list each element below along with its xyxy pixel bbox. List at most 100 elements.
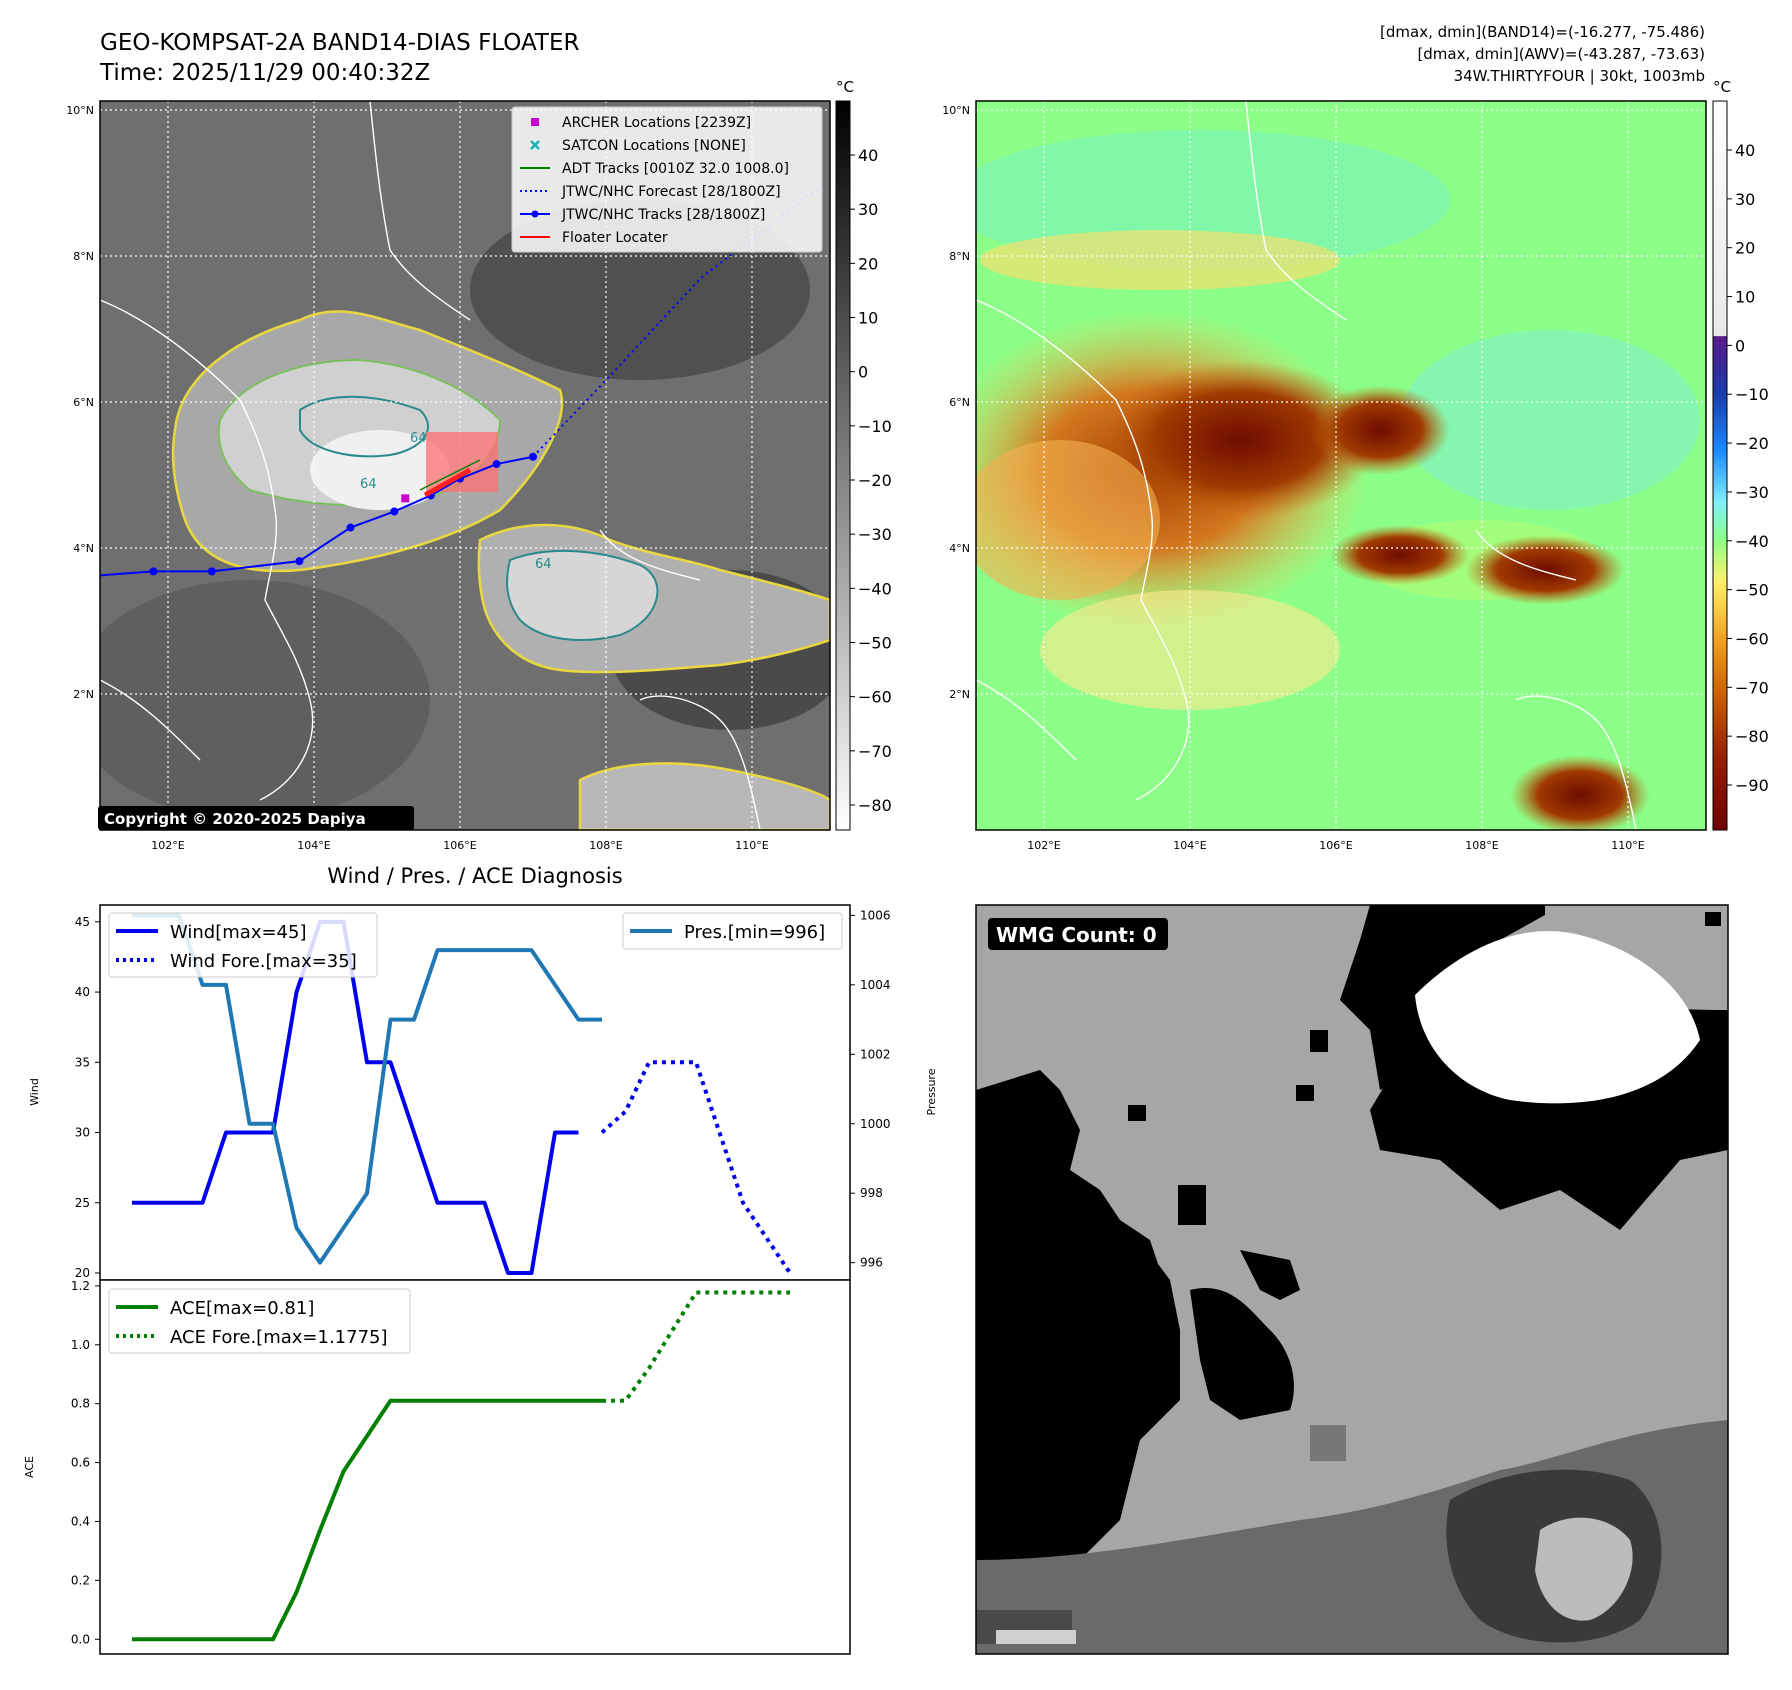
ir-lon-label: 106°E	[443, 839, 476, 852]
awv-colorbar: °C 40 30 20 10 0 −10 −20 −30 −40 −50 −60 −70 −80 −90	[1712, 78, 1769, 831]
y-tick-label: 0.8	[71, 1397, 90, 1411]
adt-track-line	[419, 459, 481, 491]
awv-lon-label: 110°E	[1611, 839, 1644, 852]
awv-lon-labels: 102°E 104°E 106°E 108°E 110°E	[1027, 839, 1644, 852]
series-line-1	[600, 1060, 792, 1275]
archer-location-marker	[401, 494, 410, 503]
jtwc-track-point	[91, 572, 99, 580]
info-line3: 34W.THIRTYFOUR | 30kt, 1003mb	[1454, 67, 1705, 85]
awv-colorbar-tick: 30	[1735, 190, 1755, 209]
y2-tick-label: 1002	[860, 1047, 891, 1061]
y-tick-label: 0.4	[71, 1514, 90, 1528]
y2-tick-label: 996	[860, 1256, 883, 1270]
gray-colorbar-tick: 0	[858, 363, 868, 382]
wmg-panel: WMG Count: 0	[975, 904, 1729, 1655]
awv-colorbar-tick: −40	[1735, 532, 1769, 551]
contour-label: 64	[410, 431, 427, 446]
jtwc-track-point	[390, 507, 399, 516]
cloud-shield-east	[477, 523, 830, 674]
ir-lon-label: 110°E	[735, 839, 768, 852]
pressure-axis-label: Pressure	[925, 1068, 938, 1115]
y-tick-label: 45	[75, 915, 90, 929]
awv-lat-label: 10°N	[942, 104, 970, 117]
ace-chart: 1.2 1.0 0.8 0.6 0.4 0.2 0.0 ACE ACE[max=0.81] …	[23, 1279, 851, 1655]
jtwc-track-point	[492, 460, 501, 469]
y2-tick-label: 1004	[860, 978, 891, 992]
contour-label: 64	[535, 557, 552, 572]
y-tick-label: 35	[75, 1055, 90, 1069]
awv-colorbar-tick: −70	[1735, 678, 1769, 697]
awv-map-panel: 10°N 8°N 6°N 4°N 2°N 102°E 104°E 106°E 108°E 110…	[942, 100, 1707, 852]
awv-gridlines	[976, 101, 1706, 830]
wmg-count-text: WMG Count: 0	[996, 923, 1157, 947]
figure-title-line2: Time: 2025/11/29 00:40:32Z	[99, 60, 430, 86]
gray-colorbar-tick: 30	[858, 200, 878, 219]
ir-legend: ARCHER Locations [2239Z] SATCON Locations…	[511, 106, 823, 253]
gray-colorbar-tick: −70	[858, 742, 892, 761]
legend-label: SATCON Locations [NONE]	[562, 138, 746, 154]
legend-pressure: Pres.[min=996]	[684, 922, 825, 943]
awv-lat-label: 4°N	[949, 542, 970, 555]
figure-title-line1: GEO-KOMPSAT-2A BAND14-DIAS FLOATER	[100, 30, 580, 56]
series-line-1	[602, 1290, 790, 1403]
wmg-count-box	[988, 918, 1168, 950]
jtwc-track-point	[346, 523, 355, 532]
awv-colorbar-tick: −10	[1735, 385, 1769, 404]
legend-marker	[531, 118, 539, 126]
ir-lon-label: 108°E	[589, 839, 622, 852]
gray-colorbar-tick: 40	[858, 146, 878, 165]
awv-colorbar-tick: 0	[1735, 336, 1745, 355]
y-tick-label: 0.0	[71, 1632, 90, 1646]
awv-colorbar-tick: −30	[1735, 483, 1769, 502]
wind-legend: Wind[max=45] Wind Fore.[max=35]	[108, 912, 378, 978]
gray-colorbar-unit: °C	[836, 78, 854, 96]
ace-legend: ACE[max=0.81] ACE Fore.[max=1.1775]	[108, 1288, 411, 1354]
awv-lat-label: 2°N	[949, 688, 970, 701]
gray-colorbar-tick: −80	[858, 796, 892, 815]
awv-lon-label: 108°E	[1465, 839, 1498, 852]
y-tick-label: 30	[75, 1126, 90, 1140]
legend-ace-forecast: ACE Fore.[max=1.1775]	[170, 1327, 388, 1348]
ir-lat-labels: 10°N 8°N 6°N 4°N 2°N	[66, 104, 94, 701]
legend-wind: Wind[max=45]	[170, 922, 307, 943]
copyright-box	[98, 806, 414, 830]
jtwc-track-point	[295, 557, 304, 566]
awv-lat-label: 8°N	[949, 250, 970, 263]
y-tick-label: 25	[75, 1196, 90, 1210]
ir-lat-label: 4°N	[73, 542, 94, 555]
copyright-text: Copyright © 2020-2025 Dapiya	[104, 810, 366, 828]
y-tick-label: 20	[75, 1266, 90, 1280]
ace-axis-label: ACE	[23, 1456, 36, 1478]
gray-colorbar-tick: −60	[858, 688, 892, 707]
diagnosis-title: Wind / Pres. / ACE Diagnosis	[327, 864, 622, 888]
gray-colorbar-tick: −50	[858, 634, 892, 653]
ir-map-panel: 64 64 64 ARCHER Locations [2239Z] SATCON …	[66, 100, 831, 852]
awv-lon-label: 102°E	[1027, 839, 1060, 852]
ir-lat-label: 6°N	[73, 396, 94, 409]
ir-lat-label: 10°N	[66, 104, 94, 117]
wind-pressure-chart: 45 40 35 30 25 20 1006 1004 1002 1000 998 996 Wind …	[28, 904, 938, 1281]
y-tick-label: 40	[75, 985, 90, 999]
y-tick-label: 0.6	[71, 1456, 90, 1470]
ir-map-frame	[99, 100, 831, 831]
ir-lat-label: 2°N	[73, 688, 94, 701]
coastlines	[100, 101, 761, 830]
y-tick-label: 0.2	[71, 1573, 90, 1587]
pressure-legend: Pres.[min=996]	[622, 912, 843, 950]
awv-colorbar-tick: −60	[1735, 629, 1769, 648]
jtwc-track-point	[207, 567, 216, 576]
floater-locater-box	[426, 432, 498, 492]
awv-colorbar-tick: 40	[1735, 141, 1755, 160]
awv-colorbar-tick: 20	[1735, 239, 1755, 258]
jtwc-forecast-line	[532, 182, 826, 458]
y2-tick-label: 1000	[860, 1117, 891, 1131]
wind-axis-label: Wind	[28, 1078, 41, 1106]
awv-lon-label: 106°E	[1319, 839, 1352, 852]
legend-label: ADT Tracks [0010Z 32.0 1008.0]	[562, 161, 789, 177]
awv-colorbar-tick: −20	[1735, 434, 1769, 453]
awv-colorbar-tick: −90	[1735, 776, 1769, 795]
gray-colorbar: °C 40 30 20 10 0 −10 −20 −30 −40 −50 −60 −70 −80	[835, 78, 892, 831]
gray-colorbar-tick: −40	[858, 579, 892, 598]
awv-colorbar-tick: −50	[1735, 581, 1769, 600]
awv-map-frame	[975, 100, 1707, 831]
